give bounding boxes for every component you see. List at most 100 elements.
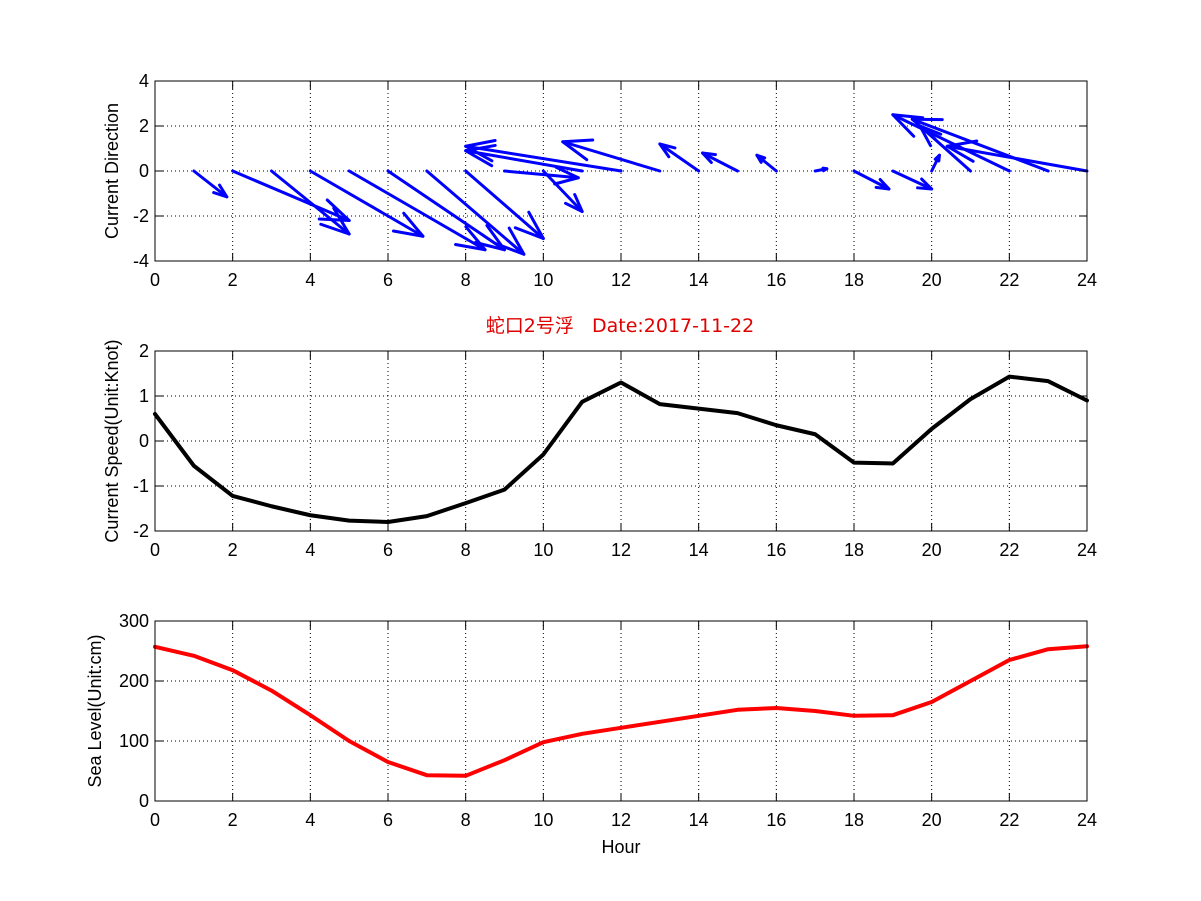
sea-level-x-tick-label: 2 <box>228 810 238 830</box>
direction-arrow <box>755 153 778 173</box>
arrow-shaft <box>561 140 662 173</box>
sea-level-y-tick-label: 100 <box>119 731 149 751</box>
sea-level-data-point <box>852 714 856 718</box>
sea-level-x-tick-label: 22 <box>999 810 1019 830</box>
sea-level-data-point <box>658 720 662 724</box>
sea-level-x-tick-label: 20 <box>922 810 942 830</box>
direction-arrow <box>541 169 584 213</box>
speed-x-tick-label: 16 <box>766 540 786 560</box>
direction-x-tick-label: 16 <box>766 270 786 290</box>
arrow-head <box>658 142 677 159</box>
sea-level-y-tick-label: 200 <box>119 671 149 691</box>
arrow-shaft <box>464 149 584 173</box>
arrow-head <box>564 193 584 213</box>
direction-y-tick-label: 0 <box>139 161 149 181</box>
sea-level-data-point <box>891 713 895 717</box>
direction-arrow <box>930 153 941 173</box>
speed-data-point <box>1046 379 1050 383</box>
speed-y-tick-label: 2 <box>139 341 149 361</box>
arrow-shaft <box>541 169 584 213</box>
direction-x-tick-label: 6 <box>383 270 393 290</box>
arrow-head <box>513 210 545 240</box>
arrow-head <box>464 143 497 168</box>
sea-level-data-point <box>930 700 934 704</box>
direction-arrow <box>464 143 584 173</box>
speed-x-tick-label: 0 <box>150 540 160 560</box>
sea-level-data-point <box>541 740 545 744</box>
direction-arrow <box>308 169 425 238</box>
speed-data-point <box>464 501 468 505</box>
speed-data-point <box>697 407 701 411</box>
direction-arrow <box>425 169 526 256</box>
arrow-shaft <box>701 151 739 173</box>
sea-level-data-point <box>969 679 972 683</box>
arrow-head <box>473 223 506 252</box>
direction-arrow <box>891 113 1011 173</box>
speed-y-tick-label: -1 <box>133 476 149 496</box>
arrow-shaft <box>910 117 1050 173</box>
speed-x-tick-label: 8 <box>461 540 471 560</box>
sea-level-data-point <box>503 758 506 762</box>
speed-y-tick-label: 0 <box>139 431 149 451</box>
direction-x-tick-label: 20 <box>922 270 942 290</box>
speed-data-point <box>852 461 856 465</box>
speed-data-point <box>813 432 817 436</box>
speed-data-point <box>969 397 972 401</box>
sea-level-y-axis-label: Sea Level(Unit:cm) <box>85 634 105 787</box>
direction-y-tick-label: -2 <box>133 206 149 226</box>
sea-level-x-axis-label: Hour <box>601 837 640 857</box>
speed-x-tick-label: 2 <box>228 540 238 560</box>
sea-level-x-tick-label: 14 <box>689 810 709 830</box>
arrow-head <box>891 113 925 138</box>
arrow-shaft <box>503 169 580 180</box>
speed-data-point <box>231 494 235 498</box>
speed-data-point <box>541 453 545 456</box>
speed-data-point <box>347 519 351 523</box>
speed-x-tick-label: 12 <box>611 540 631 560</box>
speed-data-point <box>308 513 312 517</box>
sea-level-data-point <box>1007 658 1011 662</box>
arrow-head <box>821 166 829 173</box>
speed-data-point <box>192 464 196 468</box>
speed-y-axis-label: Current Speed(Unit:Knot) <box>102 339 122 542</box>
sea-level-x-tick-label: 8 <box>461 810 471 830</box>
sea-level-data-point <box>270 689 273 693</box>
sea-level-data-point <box>308 713 312 717</box>
arrow-shaft <box>270 169 351 236</box>
speed-data-point <box>270 504 273 508</box>
sea-level-data-point <box>464 774 468 778</box>
arrow-head <box>755 153 767 164</box>
direction-x-tick-label: 12 <box>611 270 631 290</box>
sea-level-x-tick-label: 0 <box>150 810 160 830</box>
direction-arrow <box>658 142 701 173</box>
speed-data-point <box>891 462 895 465</box>
direction-x-tick-label: 22 <box>999 270 1019 290</box>
arrow-shaft <box>347 169 487 252</box>
direction-x-tick-label: 0 <box>150 270 160 290</box>
sea-level-data-point <box>425 773 429 777</box>
arrow-head <box>933 153 941 163</box>
direction-x-tick-label: 8 <box>461 270 471 290</box>
sea-level-x-tick-label: 4 <box>305 810 315 830</box>
sea-level-data-point <box>192 654 196 658</box>
sea-level-x-tick-label: 12 <box>611 810 631 830</box>
direction-y-tick-label: 4 <box>139 71 149 91</box>
direction-arrow <box>561 138 662 173</box>
sea-level-data-point <box>580 732 584 736</box>
arrow-head <box>494 226 526 256</box>
arrow-shaft <box>945 144 1089 173</box>
sea-level-x-tick-label: 24 <box>1077 810 1097 830</box>
arrow-shaft <box>852 169 891 191</box>
direction-arrow <box>945 139 1089 173</box>
speed-x-tick-label: 4 <box>305 540 315 560</box>
speed-x-tick-label: 6 <box>383 540 393 560</box>
direction-arrow <box>270 169 351 236</box>
sea-level-data-point <box>386 760 390 764</box>
sea-level-data-point <box>813 709 817 713</box>
sea-level-y-tick-label: 300 <box>119 611 149 631</box>
arrow-head <box>945 139 979 163</box>
